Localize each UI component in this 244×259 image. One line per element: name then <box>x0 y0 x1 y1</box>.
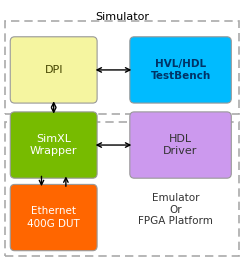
Text: Simulator: Simulator <box>95 12 149 22</box>
FancyBboxPatch shape <box>10 112 97 178</box>
Text: HVL/HDL
TestBench: HVL/HDL TestBench <box>151 59 211 81</box>
FancyBboxPatch shape <box>10 184 97 251</box>
Bar <box>5 122 239 256</box>
Text: Ethernet
400G DUT: Ethernet 400G DUT <box>27 206 80 229</box>
Text: HDL
Driver: HDL Driver <box>163 134 198 156</box>
FancyBboxPatch shape <box>10 37 97 103</box>
Text: SimXL
Wrapper: SimXL Wrapper <box>30 134 77 156</box>
Text: Emulator
Or
FPGA Platform: Emulator Or FPGA Platform <box>138 193 213 226</box>
FancyBboxPatch shape <box>130 112 231 178</box>
Bar <box>5 21 239 114</box>
Text: DPI: DPI <box>44 65 63 75</box>
FancyBboxPatch shape <box>130 37 231 103</box>
